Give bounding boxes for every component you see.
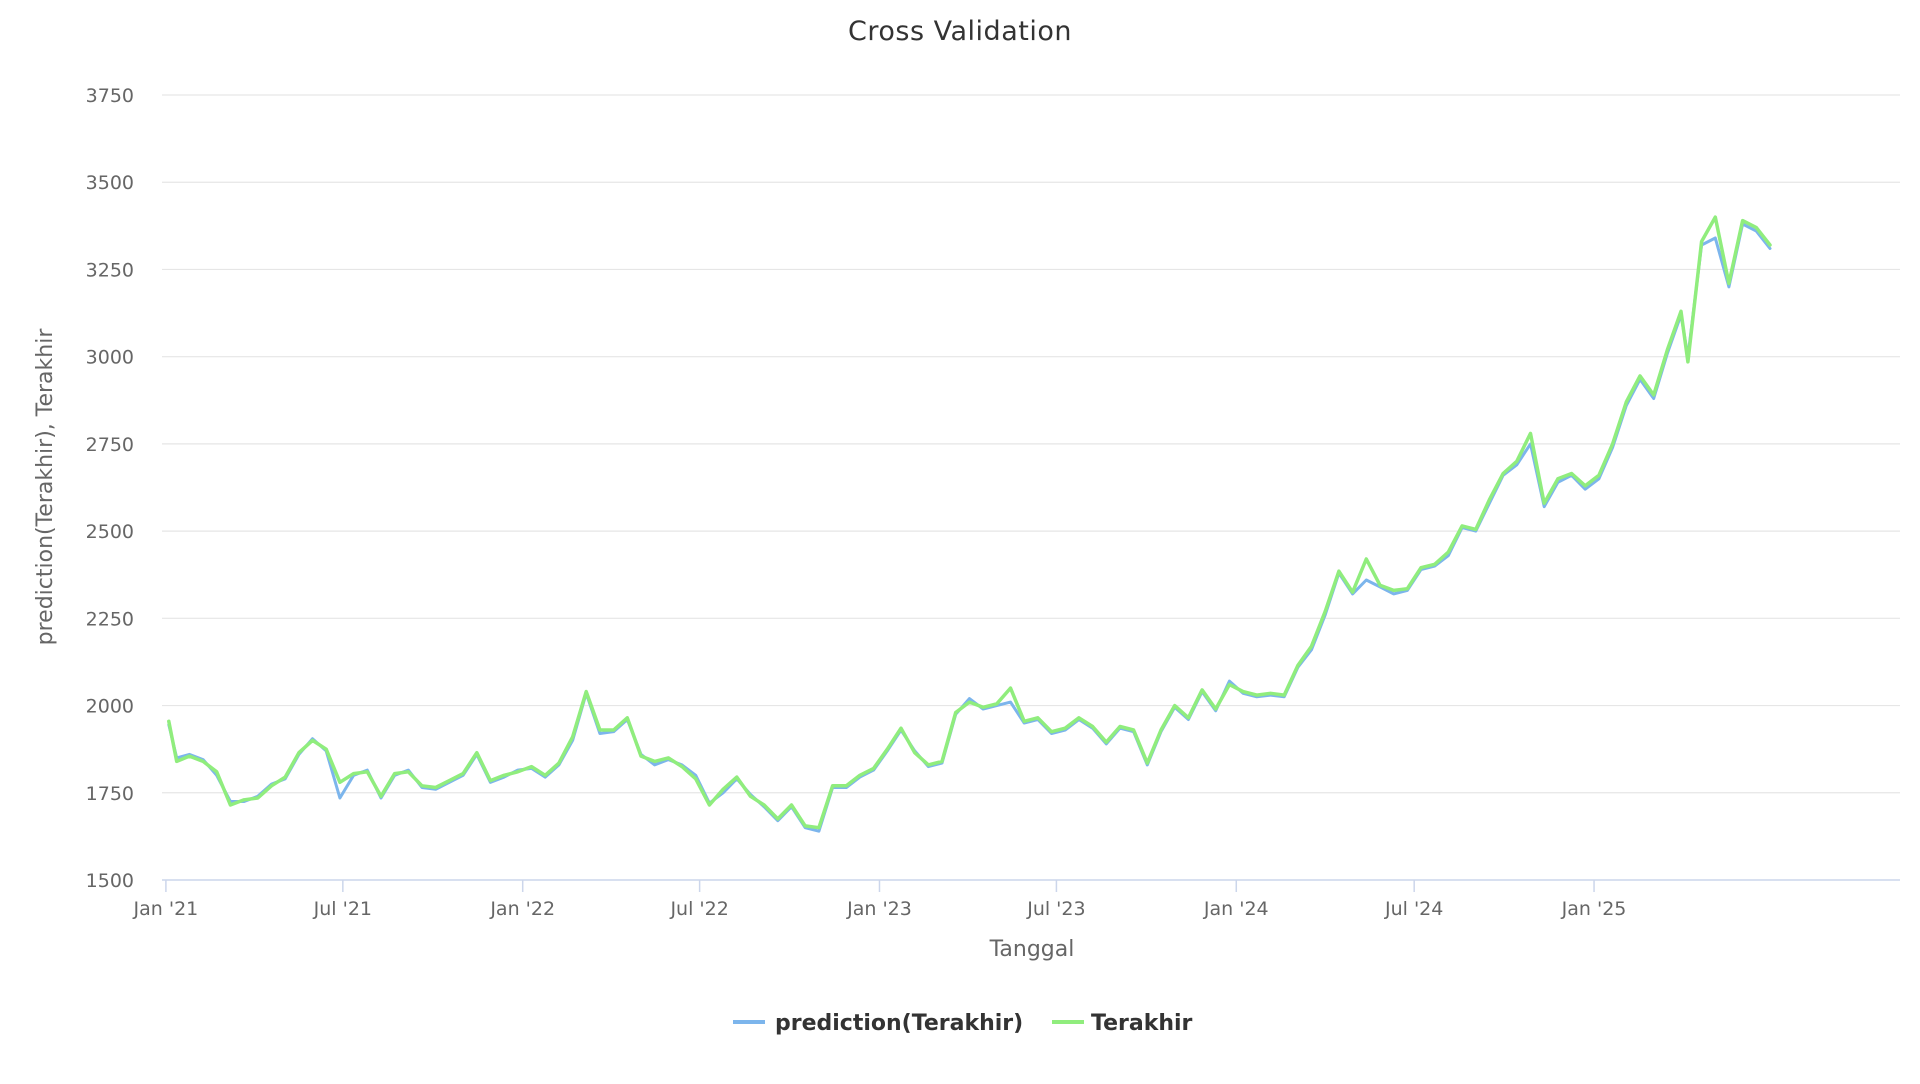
x-tick-label: Jan '23 (846, 898, 912, 920)
y-tick-label: 3250 (86, 259, 134, 281)
x-tick-label: Jul '22 (669, 898, 728, 920)
series-line-prediction-terakhir[interactable] (167, 222, 1772, 833)
y-tick-label: 2250 (86, 608, 134, 630)
y-tick-label: 2500 (86, 521, 134, 543)
y-axis-ticks: 1500 1750 2000 2250 2500 2750 3000 3250 3500 3750 (86, 85, 134, 892)
legend: prediction(Terakhir) Terakhir (733, 1011, 1193, 1036)
x-axis-ticks: Jan '21 Jul '21 Jan '22 Jul '22 Jan '23 Jul '… (133, 880, 1627, 920)
x-tick-label: Jan '25 (1561, 898, 1627, 920)
legend-item-terakhir[interactable]: Terakhir (1052, 1011, 1193, 1036)
y-tick-label: 2000 (86, 696, 134, 718)
legend-item-prediction[interactable]: prediction(Terakhir) (733, 1011, 1023, 1036)
y-tick-label: 2750 (86, 434, 134, 456)
x-tick-label: Jan '22 (489, 898, 555, 920)
x-axis-title: Tanggal (989, 937, 1075, 962)
x-tick-label: Jan '24 (1203, 898, 1269, 920)
y-tick-label: 3000 (86, 347, 134, 369)
x-tick-label: Jul '23 (1026, 898, 1085, 920)
legend-label-terakhir: Terakhir (1091, 1011, 1193, 1036)
y-tick-label: 1500 (86, 870, 134, 892)
plot-series (167, 215, 1772, 833)
y-tick-label: 3750 (86, 85, 134, 107)
y-tick-label: 1750 (86, 783, 134, 805)
legend-label-prediction: prediction(Terakhir) (775, 1011, 1023, 1036)
series-line-terakhir[interactable] (167, 215, 1772, 830)
y-axis-title: prediction(Terakhir), Terakhir (33, 328, 58, 646)
chart-title: Cross Validation (848, 16, 1072, 47)
x-tick-label: Jan '21 (133, 898, 199, 920)
y-gridlines (162, 94, 1900, 794)
x-tick-label: Jul '24 (1384, 898, 1443, 920)
x-tick-label: Jul '21 (313, 898, 372, 920)
y-tick-label: 3500 (86, 172, 134, 194)
